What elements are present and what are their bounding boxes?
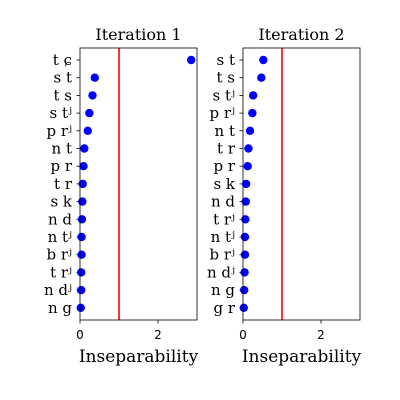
y-tick-label: s k xyxy=(50,193,72,211)
data-point xyxy=(88,91,97,100)
y-tick-label: n tʲ xyxy=(48,228,72,246)
y-tick-label: t r xyxy=(54,175,73,193)
plot-frame xyxy=(79,47,198,321)
y-tick-label: t rʲ xyxy=(213,210,235,228)
data-point xyxy=(78,179,87,189)
data-point xyxy=(240,268,249,277)
data-point xyxy=(240,250,250,259)
y-tick-label: n tʲ xyxy=(211,228,235,246)
y-tick-label: t s xyxy=(54,86,73,104)
chart-title: Iteration 1 xyxy=(95,25,181,44)
data-point xyxy=(241,179,251,189)
x-tick-label: 0 xyxy=(76,328,84,342)
y-tick-label: s tʲ xyxy=(50,104,72,122)
x-tick-label: 2 xyxy=(317,328,325,342)
y-tick-label: n dʲ xyxy=(207,263,235,281)
data-point xyxy=(77,215,87,224)
data-point xyxy=(241,197,250,206)
y-tick-label: n g xyxy=(48,299,72,317)
y-tick-label: b rʲ xyxy=(209,246,235,264)
data-point xyxy=(90,73,100,82)
data-point xyxy=(257,73,266,82)
y-tick-label: n d xyxy=(48,210,72,228)
data-point xyxy=(243,162,252,171)
y-tick-label: p rʲ xyxy=(46,122,72,140)
y-tick-label: n t xyxy=(215,122,235,140)
chart-title: Iteration 2 xyxy=(258,25,344,44)
data-point xyxy=(186,55,196,65)
data-point xyxy=(76,268,86,277)
y-tick-label: s t xyxy=(54,69,73,87)
data-point xyxy=(239,285,249,295)
data-point xyxy=(244,144,253,153)
y-tick-label: t s xyxy=(217,69,236,87)
x-axis-label: Inseparability xyxy=(242,347,362,367)
panel-iteration-1: Iteration 1 t ɕs tt ss tʲp rʲn tp rt rs k… xyxy=(44,25,199,367)
y-tick-label: s t xyxy=(217,51,236,69)
data-point xyxy=(259,55,268,65)
y-tick-label: b rʲ xyxy=(46,246,72,264)
y-tick-label: p r xyxy=(213,157,235,175)
x-tick-label: 2 xyxy=(154,328,162,342)
data-point xyxy=(77,250,86,259)
data-point xyxy=(76,303,85,312)
data-point xyxy=(76,285,86,295)
data-point xyxy=(77,232,86,242)
data-point xyxy=(245,126,255,135)
y-tick-label: s k xyxy=(213,175,235,193)
data-point xyxy=(248,91,258,100)
data-point xyxy=(79,162,88,171)
plot-frame xyxy=(242,47,361,321)
data-point xyxy=(80,144,89,153)
data-point xyxy=(240,232,250,242)
y-tick-label: n g xyxy=(211,281,235,299)
data-point xyxy=(85,108,94,118)
x-tick-label: 0 xyxy=(239,328,247,342)
y-tick-label: s tʲ xyxy=(213,86,235,104)
data-point xyxy=(83,126,93,135)
y-tick-label: n dʲ xyxy=(44,281,72,299)
y-tick-label: t ɕ xyxy=(53,51,72,69)
data-point xyxy=(248,108,257,118)
data-point xyxy=(78,197,87,206)
y-tick-label: t r xyxy=(217,140,236,158)
panel-iteration-2: Iteration 2s tt ss tʲp rʲn tt rp rs kn d… xyxy=(207,25,362,367)
x-axis-label: Inseparability xyxy=(79,347,199,367)
y-tick-label: n d xyxy=(211,193,235,211)
y-tick-label: n t xyxy=(52,140,72,158)
y-tick-label: p r xyxy=(50,157,72,175)
data-point xyxy=(239,303,248,312)
y-tick-label: p rʲ xyxy=(209,104,235,122)
data-point xyxy=(241,215,250,224)
y-tick-label: t rʲ xyxy=(50,263,72,281)
y-tick-label: g r xyxy=(213,299,235,317)
